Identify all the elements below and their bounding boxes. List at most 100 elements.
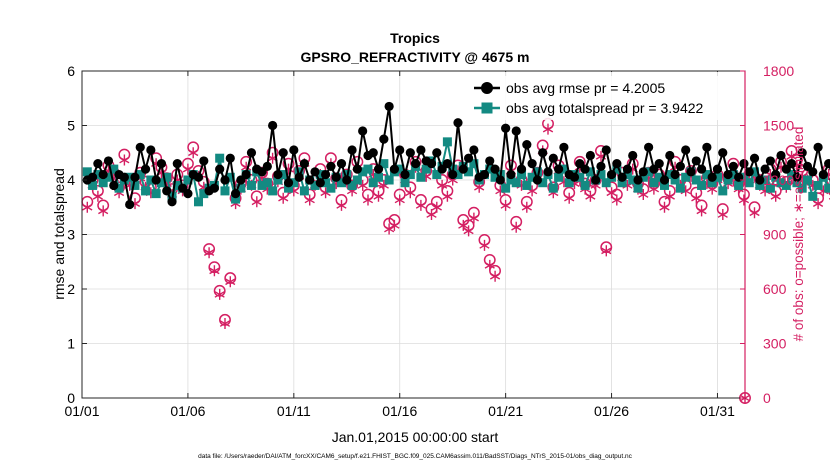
- rmse-marker: [813, 142, 823, 152]
- totalspread-marker: [310, 180, 320, 190]
- totalspread-marker: [633, 183, 643, 193]
- totalspread-marker: [183, 175, 193, 185]
- rmse-marker: [628, 150, 638, 161]
- rmse-marker: [490, 164, 500, 174]
- obs-assimilated-marker: [511, 221, 522, 233]
- legend-spread-label: obs avg totalspread pr = 3.9422: [506, 100, 704, 116]
- rmse-marker: [294, 172, 304, 182]
- totalspread-marker: [670, 175, 680, 185]
- totalspread-marker: [114, 183, 124, 193]
- rmse-marker: [749, 153, 760, 163]
- totalspread-marker: [141, 186, 151, 196]
- y-tick-label: 4: [67, 172, 75, 188]
- rmse-marker: [543, 167, 553, 177]
- totalspread-marker: [82, 167, 92, 177]
- totalspread-marker: [135, 170, 145, 180]
- totalspread-marker: [442, 137, 452, 147]
- rmse-marker: [686, 167, 696, 177]
- totalspread-marker: [802, 175, 812, 185]
- obs-assimilated-marker: [98, 205, 109, 217]
- obs-assimilated-marker: [82, 201, 93, 213]
- rmse-marker: [389, 164, 400, 174]
- legend-rmse-label: obs avg rmse pr = 4.2005: [506, 80, 665, 96]
- rmse-marker: [501, 123, 511, 133]
- totalspread-marker: [405, 170, 415, 180]
- chart-title: Tropics: [390, 30, 440, 46]
- totalspread-marker: [622, 170, 632, 180]
- rmse-marker: [765, 156, 776, 166]
- totalspread-marker: [808, 191, 818, 201]
- totalspread-marker: [268, 186, 278, 196]
- rmse-marker: [675, 161, 685, 171]
- totalspread-marker: [702, 170, 712, 180]
- totalspread-marker: [755, 180, 765, 190]
- obs-assimilated-marker: [585, 190, 596, 202]
- rmse-marker: [681, 145, 691, 155]
- obs-assimilated-marker: [564, 192, 575, 204]
- totalspread-marker: [660, 180, 670, 190]
- totalspread-marker: [395, 164, 405, 174]
- totalspread-marker: [739, 172, 749, 182]
- rmse-marker: [792, 172, 802, 182]
- obs-assimilated-marker: [458, 219, 469, 231]
- totalspread-marker: [728, 170, 738, 180]
- rmse-marker: [511, 126, 521, 136]
- rmse-marker: [712, 164, 723, 174]
- totalspread-marker: [278, 170, 288, 180]
- totalspread-marker: [612, 164, 622, 174]
- totalspread-marker: [527, 172, 537, 182]
- rmse-marker: [220, 175, 230, 185]
- obs-assimilated-marker: [436, 179, 448, 191]
- rmse-marker: [289, 145, 299, 155]
- totalspread-marker: [813, 180, 823, 190]
- y-tick-label-right: 1200: [763, 172, 794, 188]
- obs-assimilated-marker: [479, 239, 490, 251]
- totalspread-marker: [172, 180, 182, 190]
- legend: obs avg rmse pr = 4.2005 obs avg totalsp…: [468, 72, 736, 120]
- rmse-marker: [146, 145, 156, 155]
- rmse-marker: [527, 159, 537, 169]
- rmse-marker: [373, 164, 384, 174]
- totalspread-marker: [199, 189, 209, 199]
- rmse-marker: [273, 169, 283, 180]
- axes: 01/01 01/06 01/11 01/16 01/21 01/26 01/31 0 1 2 3 4…: [64, 63, 794, 419]
- totalspread-marker: [326, 183, 336, 193]
- rmse-marker: [336, 159, 347, 169]
- totalspread-marker: [374, 172, 384, 182]
- totalspread-marker: [125, 172, 135, 182]
- obs-assimilated-marker: [521, 201, 532, 213]
- rmse-marker: [453, 118, 463, 128]
- rmse-marker: [368, 148, 378, 158]
- totalspread-marker: [776, 178, 786, 188]
- y-axis-label: rmse and totalspread: [51, 168, 67, 300]
- y-tick-label: 6: [67, 63, 75, 79]
- totalspread-marker: [485, 164, 495, 174]
- rmse-marker: [458, 164, 468, 174]
- rmse-marker: [760, 164, 770, 174]
- totalspread-marker: [363, 164, 373, 174]
- totalspread-marker: [596, 170, 606, 180]
- rmse-marker: [506, 169, 516, 180]
- totalspread-marker: [723, 175, 733, 185]
- totalspread-marker: [548, 183, 558, 193]
- totalspread-marker: [797, 183, 807, 193]
- rmse-marker: [156, 159, 167, 169]
- totalspread-marker: [336, 178, 346, 188]
- rmse-marker: [824, 159, 830, 169]
- x-tick-label: 01/01: [64, 403, 99, 419]
- totalspread-marker: [432, 170, 442, 180]
- totalspread-marker: [538, 178, 548, 188]
- totalspread-marker: [93, 170, 103, 180]
- y-tick-label-right: 300: [763, 336, 787, 352]
- rmse-marker: [495, 175, 505, 185]
- totalspread-marker: [384, 175, 394, 185]
- totalspread-marker: [580, 180, 590, 190]
- rmse-marker: [209, 183, 219, 193]
- y-tick-label-right: 1800: [763, 63, 794, 79]
- rmse-marker: [87, 172, 98, 182]
- totalspread-marker: [262, 178, 272, 188]
- rmse-marker: [140, 164, 151, 174]
- totalspread-marker: [506, 175, 516, 185]
- totalspread-marker: [130, 180, 140, 190]
- totalspread-marker: [421, 164, 431, 174]
